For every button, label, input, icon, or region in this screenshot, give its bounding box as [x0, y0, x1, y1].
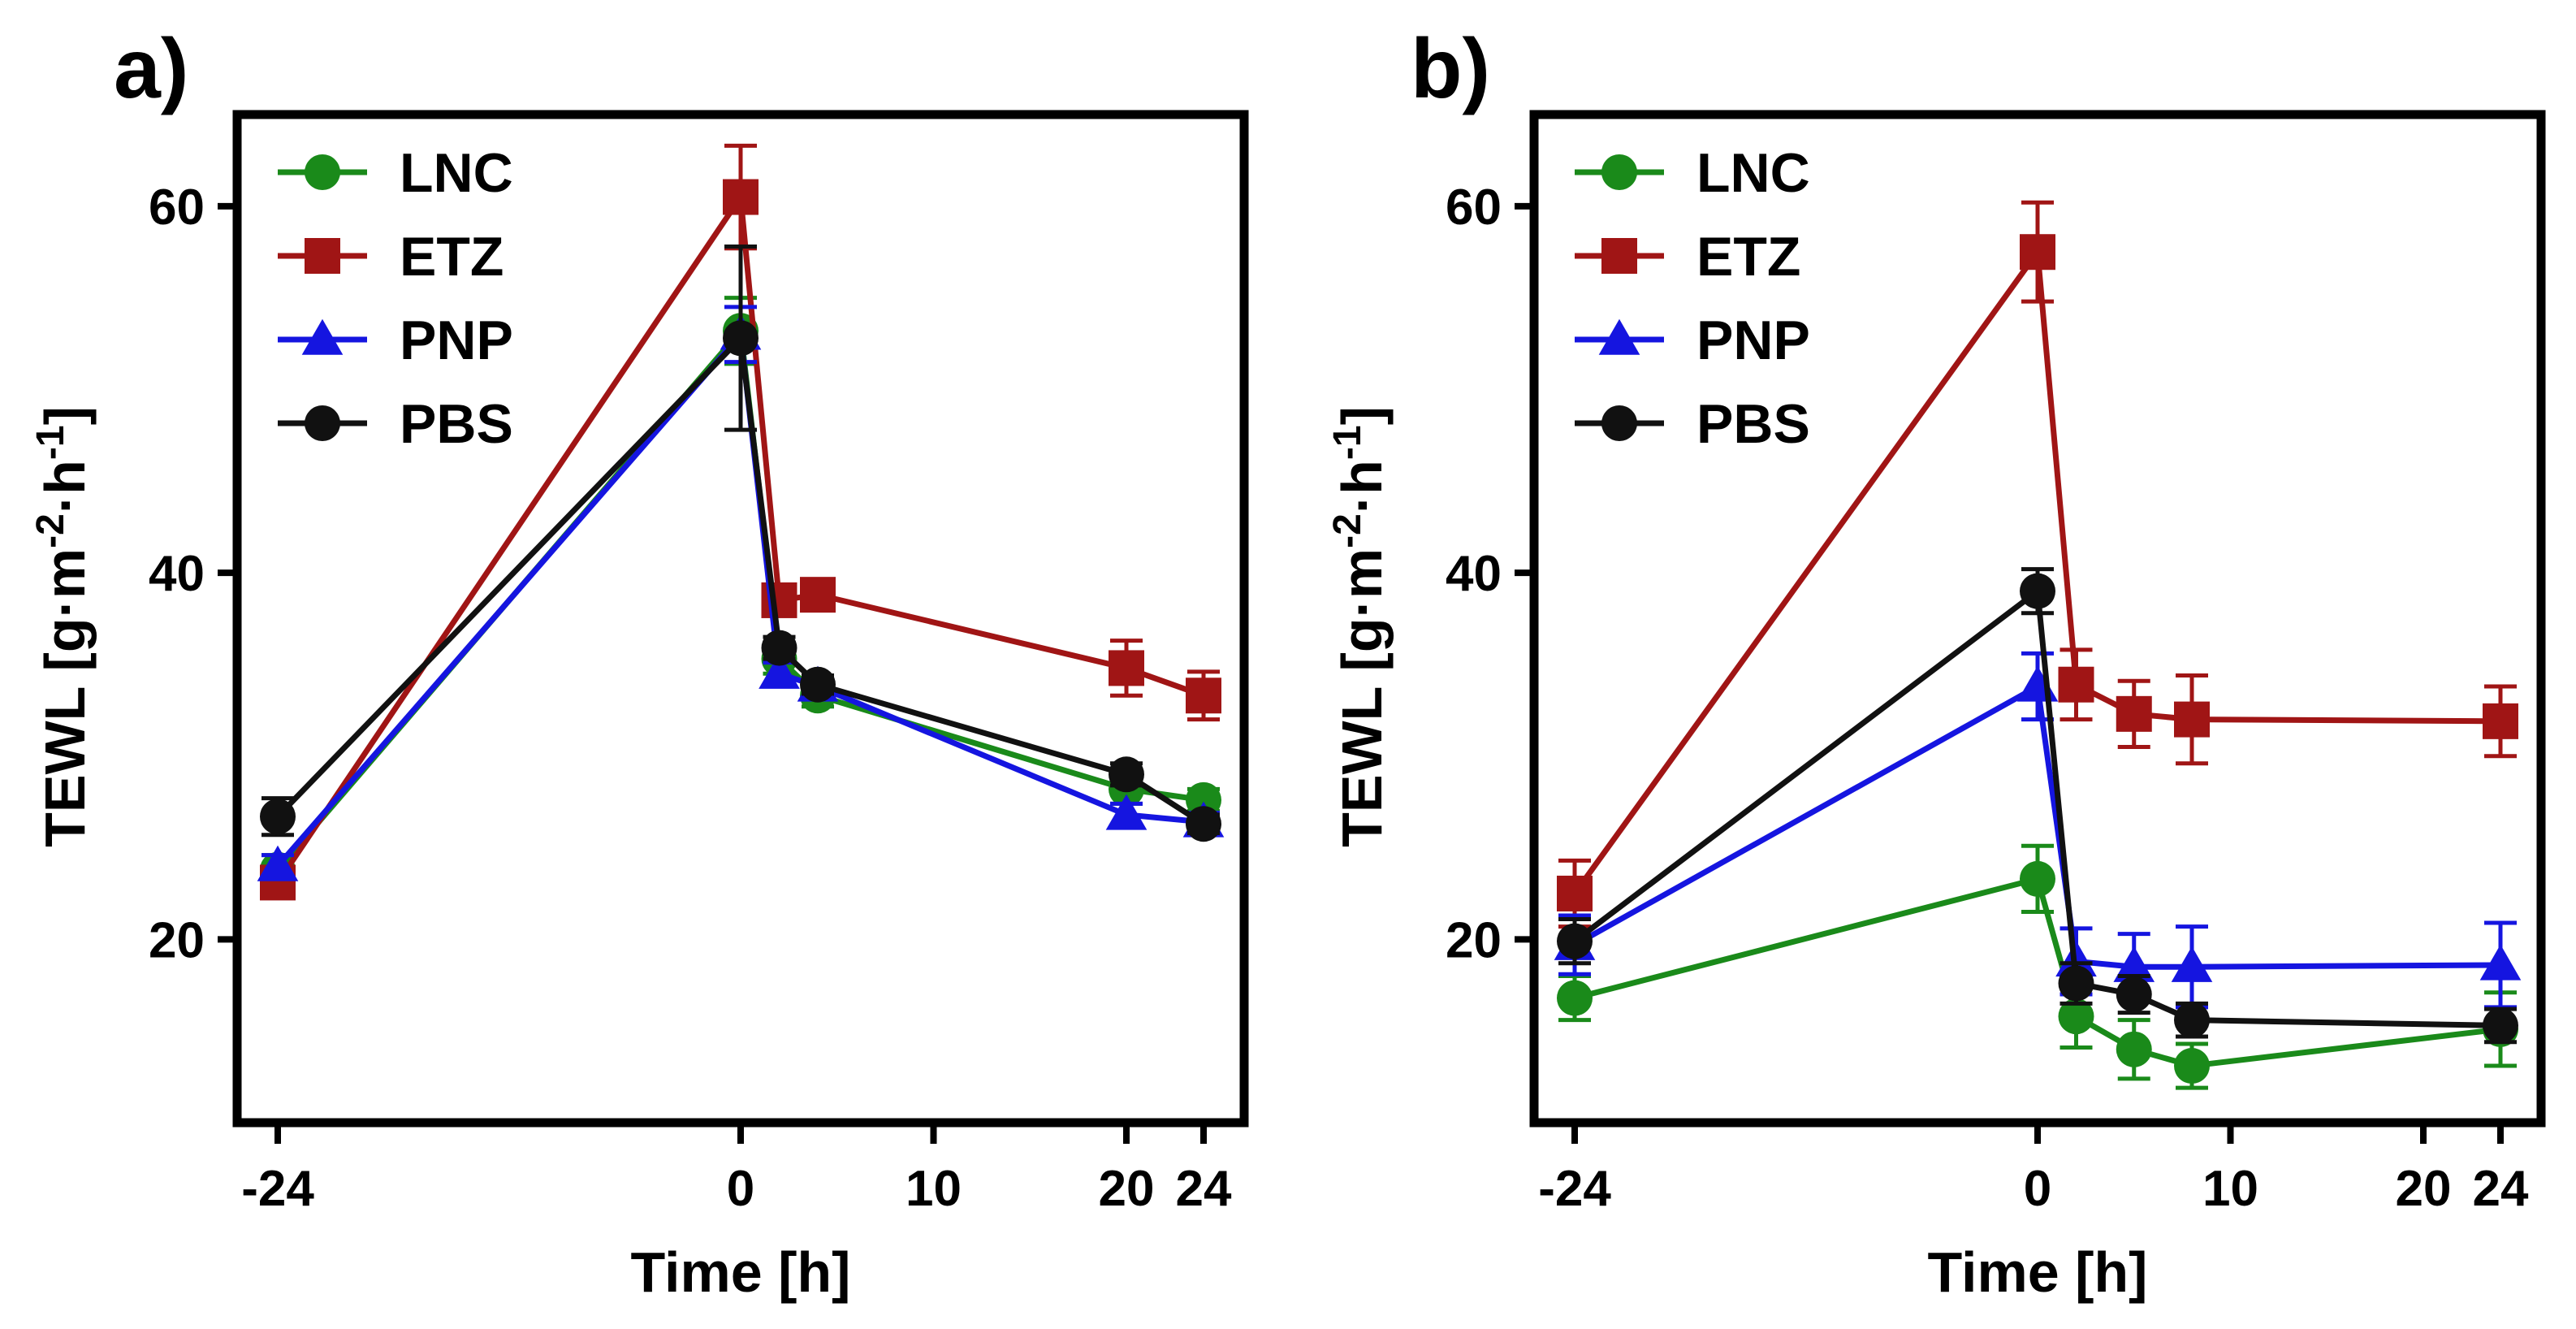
x-tick-label: 0 — [727, 1161, 754, 1217]
legend-marker — [1601, 238, 1637, 274]
x-tick-label: 20 — [1099, 1161, 1155, 1217]
data-point — [2483, 1007, 2518, 1044]
series-pnp — [1554, 651, 2522, 1010]
legend-marker — [1598, 318, 1640, 355]
legend-label: PNP — [1696, 310, 1810, 371]
y-tick-label: 40 — [149, 546, 205, 602]
data-point — [2116, 976, 2152, 1013]
y-axis-label-superscript: -2 — [1326, 513, 1369, 548]
legend-marker — [301, 318, 344, 355]
y-axis-label: TEWL [g·m-2·h-1] — [29, 406, 97, 847]
x-tick-label: 24 — [1176, 1161, 1232, 1217]
legend-label: PNP — [400, 310, 513, 371]
x-tick-label: 10 — [2202, 1161, 2258, 1217]
data-point — [761, 630, 797, 666]
data-point — [2020, 573, 2055, 609]
x-tick-label: 24 — [2473, 1161, 2529, 1217]
x-axis-label: Time [h] — [1928, 1240, 2148, 1304]
legend: LNC ETZ PNP PBS — [1575, 142, 1810, 455]
x-tick-label: 10 — [905, 1161, 962, 1217]
data-point — [2479, 944, 2522, 981]
data-point — [2058, 965, 2094, 1002]
x-axis-label: Time [h] — [631, 1240, 851, 1304]
panel-a: a) 20 40 60 -24 0 10 20 24 Time [h] TEWL [g·m-2·h-… — [29, 22, 1249, 1304]
legend-marker — [1601, 405, 1637, 441]
data-point — [1557, 980, 1593, 1016]
legend-marker — [305, 238, 340, 274]
data-point — [2116, 1031, 2152, 1067]
y-tick-label: 60 — [1446, 180, 1502, 236]
series-line-pbs — [1572, 588, 2501, 1028]
series-line-pnp — [1573, 683, 2501, 970]
series-line-pnp — [275, 331, 1204, 868]
y-axis-label-part: ·h — [1330, 460, 1394, 513]
data-point — [1109, 650, 1144, 686]
data-point — [2174, 701, 2210, 738]
data-point — [2016, 665, 2059, 702]
data-point — [2058, 998, 2094, 1035]
series-line-etz — [1572, 249, 2501, 896]
y-axis-label-part: TEWL [g·m — [33, 548, 97, 847]
legend-marker — [305, 154, 340, 190]
y-axis-label-part: TEWL [g·m — [1330, 548, 1394, 847]
data-point — [1557, 875, 1593, 911]
panel-b: b) 20 40 60 -24 0 10 20 24 Time [h] TEWL [g·m-2·h-… — [1326, 22, 2546, 1304]
y-axis-label-superscript: -1 — [29, 425, 72, 460]
data-point — [2058, 666, 2094, 703]
data-point — [723, 179, 759, 215]
data-point — [2020, 234, 2055, 271]
data-point — [1557, 923, 1593, 959]
data-point — [2171, 946, 2213, 982]
x-tick-label: 0 — [2024, 1161, 2051, 1217]
y-axis-label-superscript: -2 — [29, 513, 72, 548]
y-axis-label-part: ·h — [33, 460, 97, 513]
data-point — [257, 845, 299, 881]
series-pbs — [1557, 567, 2518, 1045]
data-point — [2483, 703, 2518, 739]
series-lnc — [1557, 843, 2518, 1090]
data-point — [800, 577, 836, 613]
legend-label: ETZ — [400, 226, 504, 288]
x-tick-label: 20 — [2396, 1161, 2452, 1217]
y-tick-label: 40 — [1446, 546, 1502, 602]
y-tick-label: 20 — [149, 912, 205, 968]
data-point — [1109, 756, 1144, 793]
series-etz — [1557, 200, 2518, 929]
data-point — [2020, 860, 2055, 897]
data-point — [2174, 1048, 2210, 1084]
data-point — [800, 666, 836, 703]
data-point — [2174, 1002, 2210, 1038]
y-axis-label-part: ] — [1330, 406, 1394, 425]
legend-label: LNC — [1696, 142, 1810, 204]
legend-marker — [1601, 154, 1637, 190]
data-point — [759, 652, 800, 689]
data-point — [1186, 677, 1221, 714]
y-axis-label-superscript: -1 — [1326, 425, 1369, 460]
data-point — [2113, 946, 2155, 982]
y-axis-label-part: ] — [33, 406, 97, 425]
data-point — [723, 320, 759, 357]
y-tick-label: 60 — [149, 180, 205, 236]
data-point — [1105, 794, 1148, 830]
legend-label: LNC — [400, 142, 513, 204]
series-pbs — [260, 244, 1221, 842]
legend: LNC ETZ PNP PBS — [278, 142, 513, 455]
y-axis-label: TEWL [g·m-2·h-1] — [1326, 406, 1394, 847]
legend-label: ETZ — [1696, 226, 1800, 288]
data-point — [2116, 695, 2152, 732]
panel-label: b) — [1411, 22, 1490, 116]
legend-marker — [305, 405, 340, 441]
x-tick-label: -24 — [241, 1161, 314, 1217]
series-line-lnc — [1574, 876, 2501, 1069]
series-etz — [260, 143, 1221, 901]
legend-label: PBS — [400, 393, 513, 455]
data-point — [1186, 806, 1221, 842]
data-point — [260, 799, 296, 835]
legend-label: PBS — [1696, 393, 1810, 455]
y-tick-label: 20 — [1446, 912, 1502, 968]
panel-label: a) — [114, 22, 188, 116]
x-tick-label: -24 — [1538, 1161, 1611, 1217]
